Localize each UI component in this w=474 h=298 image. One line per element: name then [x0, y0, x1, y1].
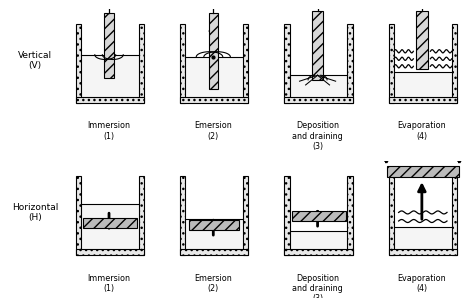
Bar — [347, 176, 353, 255]
Bar — [209, 13, 218, 89]
Bar — [180, 249, 248, 255]
Bar — [185, 57, 243, 97]
Bar — [347, 24, 353, 103]
Bar — [290, 75, 347, 97]
Text: Emersion
(2): Emersion (2) — [194, 274, 232, 293]
Bar — [387, 166, 459, 177]
Bar — [243, 176, 248, 255]
Bar — [394, 227, 452, 249]
Bar — [180, 97, 248, 103]
Bar — [76, 176, 81, 255]
Text: Immersion
(1): Immersion (1) — [88, 274, 130, 293]
Bar — [290, 231, 347, 249]
Bar — [104, 13, 114, 78]
Bar — [312, 11, 323, 80]
Text: Emersion
(2): Emersion (2) — [194, 121, 232, 141]
Bar — [389, 97, 457, 103]
Text: Deposition
and draining
(3): Deposition and draining (3) — [292, 274, 343, 298]
Bar — [292, 211, 346, 221]
Text: Immersion
(1): Immersion (1) — [88, 121, 130, 141]
Text: Evaporation
(4): Evaporation (4) — [398, 121, 446, 141]
Bar — [180, 24, 185, 103]
Bar — [139, 24, 144, 103]
Bar — [416, 11, 428, 69]
Bar — [189, 220, 239, 230]
Bar — [76, 24, 81, 103]
Bar — [284, 249, 353, 255]
Bar — [185, 219, 243, 249]
Bar — [139, 176, 144, 255]
Bar — [180, 176, 185, 255]
Bar — [284, 24, 290, 103]
Text: Horizontal
(H): Horizontal (H) — [12, 203, 58, 222]
Bar — [452, 176, 457, 255]
Text: Vertical
(V): Vertical (V) — [18, 51, 52, 70]
Text: Evaporation
(4): Evaporation (4) — [398, 274, 446, 293]
Bar — [284, 97, 353, 103]
Bar — [76, 97, 144, 103]
Text: Deposition
and draining
(3): Deposition and draining (3) — [292, 121, 343, 151]
Bar — [389, 176, 394, 255]
Bar — [83, 218, 137, 228]
Bar — [243, 24, 248, 103]
Bar — [284, 176, 290, 255]
Bar — [389, 249, 457, 255]
Bar — [389, 24, 394, 103]
Bar — [452, 24, 457, 103]
Bar — [81, 55, 139, 97]
Bar — [394, 72, 452, 97]
Bar — [81, 204, 139, 249]
Bar — [76, 249, 144, 255]
